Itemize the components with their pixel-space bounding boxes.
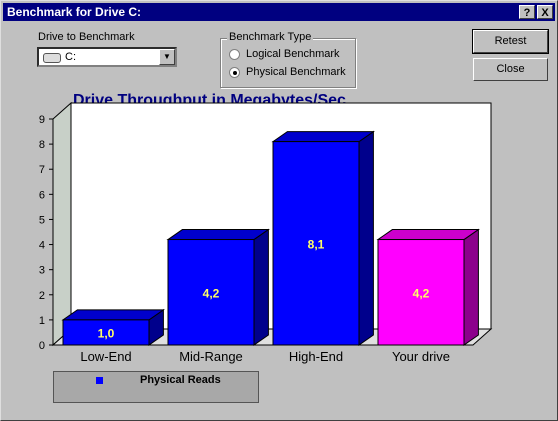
close-icon[interactable]: X: [537, 5, 553, 19]
help-button[interactable]: ?: [519, 5, 535, 19]
close-button[interactable]: Close: [473, 58, 548, 81]
drive-label: Drive to Benchmark: [38, 31, 135, 43]
bar-front: [377, 239, 465, 346]
bar-data-label: 8,1: [308, 237, 325, 251]
retest-button[interactable]: Retest: [472, 29, 549, 54]
y-tick-label: 5: [39, 214, 45, 226]
x-tick-label: High-End: [289, 349, 343, 364]
window-title: Benchmark for Drive C:: [7, 5, 142, 19]
bar-top: [61, 309, 165, 321]
bar-front: [62, 319, 150, 346]
bar-top: [271, 131, 375, 143]
title-bar[interactable]: Benchmark for Drive C: ? X: [3, 3, 555, 21]
bar-front: [167, 239, 255, 346]
drive-value: C:: [65, 51, 76, 63]
radio-logical-label[interactable]: Logical Benchmark: [246, 48, 340, 60]
chart-side-wall: [52, 101, 72, 347]
y-tick-label: 3: [39, 265, 45, 277]
chart-legend: Physical Reads: [53, 371, 259, 403]
bar-top: [376, 229, 480, 241]
bar-low-end: [61, 308, 165, 346]
y-tick-label: 1: [39, 315, 45, 327]
bar-your-drive: [376, 228, 480, 346]
bar-data-label: 4,2: [413, 286, 430, 300]
y-tick-label: 7: [39, 164, 45, 176]
bar-side: [358, 130, 374, 346]
x-tick-label: Low-End: [80, 349, 131, 364]
legend-swatch: [96, 377, 103, 384]
bar-side: [253, 228, 269, 346]
y-tick-label: 6: [39, 189, 45, 201]
x-tick-label: Mid-Range: [179, 349, 243, 364]
radio-physical[interactable]: [229, 67, 240, 78]
bar-top: [166, 229, 270, 241]
bar-data-label: 4,2: [203, 286, 220, 300]
bar-mid-range: [166, 228, 270, 346]
y-tick-label: 2: [39, 290, 45, 302]
legend-series-name: Physical Reads: [140, 374, 221, 386]
bar-data-label: 1,0: [98, 326, 115, 340]
y-tick-label: 4: [39, 240, 45, 252]
benchmark-type-label: Benchmark Type: [227, 31, 314, 43]
drive-select[interactable]: C: ▼: [37, 47, 177, 67]
benchmark-type-group: Benchmark Type Logical Benchmark Physica…: [220, 31, 356, 88]
chevron-down-icon[interactable]: ▼: [159, 49, 175, 65]
x-tick-label: Your drive: [392, 349, 450, 364]
y-tick-label: 8: [39, 139, 45, 151]
bar-high-end: [271, 130, 375, 346]
bar-side: [463, 228, 479, 346]
y-tick-label: 9: [39, 114, 45, 126]
radio-physical-label[interactable]: Physical Benchmark: [246, 66, 346, 78]
radio-logical[interactable]: [229, 49, 240, 60]
bar-front: [272, 141, 360, 346]
y-tick-label: 0: [39, 340, 45, 352]
drive-icon: [43, 53, 61, 63]
